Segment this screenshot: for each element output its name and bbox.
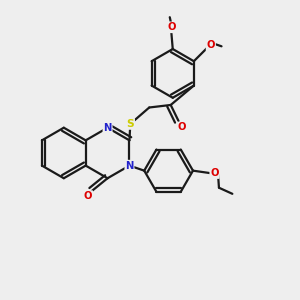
Text: O: O xyxy=(178,122,186,133)
Text: N: N xyxy=(103,123,112,133)
Text: O: O xyxy=(210,168,219,178)
Text: S: S xyxy=(127,119,134,129)
Text: N: N xyxy=(125,160,134,171)
Text: O: O xyxy=(167,22,176,32)
Text: O: O xyxy=(84,191,92,201)
Text: O: O xyxy=(207,40,215,50)
